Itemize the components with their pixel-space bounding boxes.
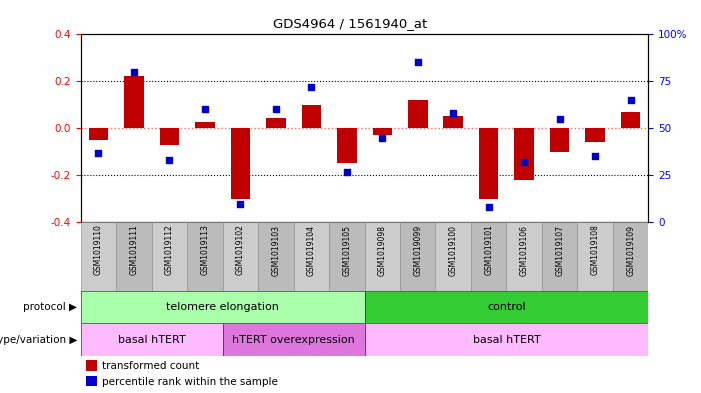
Bar bbox=[187, 222, 223, 291]
Bar bbox=[515, 128, 534, 180]
Text: telomere elongation: telomere elongation bbox=[166, 302, 279, 312]
Bar bbox=[542, 222, 578, 291]
Bar bbox=[585, 128, 605, 142]
Text: GSM1019113: GSM1019113 bbox=[200, 224, 210, 275]
Bar bbox=[151, 222, 187, 291]
Bar bbox=[444, 116, 463, 128]
Text: GSM1019110: GSM1019110 bbox=[94, 224, 103, 275]
Bar bbox=[337, 128, 357, 163]
Point bbox=[590, 153, 601, 160]
Bar bbox=[294, 222, 329, 291]
Bar bbox=[81, 291, 365, 323]
Bar bbox=[195, 122, 215, 128]
Text: GSM1019111: GSM1019111 bbox=[130, 224, 138, 275]
Point bbox=[306, 83, 317, 90]
Bar bbox=[124, 76, 144, 128]
Bar bbox=[266, 118, 285, 128]
Text: percentile rank within the sample: percentile rank within the sample bbox=[102, 377, 278, 387]
Text: GSM1019106: GSM1019106 bbox=[519, 224, 529, 275]
Text: GSM1019107: GSM1019107 bbox=[555, 224, 564, 275]
Text: GSM1019101: GSM1019101 bbox=[484, 224, 494, 275]
Bar bbox=[506, 222, 542, 291]
Bar bbox=[435, 222, 471, 291]
Bar bbox=[81, 222, 116, 291]
Text: GSM1019103: GSM1019103 bbox=[271, 224, 280, 275]
Text: GSM1019105: GSM1019105 bbox=[342, 224, 351, 275]
Bar bbox=[578, 222, 613, 291]
Point bbox=[519, 159, 530, 165]
Point bbox=[483, 204, 494, 211]
Bar bbox=[223, 323, 365, 356]
Text: hTERT overexpression: hTERT overexpression bbox=[232, 334, 355, 345]
Text: GDS4964 / 1561940_at: GDS4964 / 1561940_at bbox=[273, 17, 428, 30]
Bar bbox=[550, 128, 569, 152]
Bar bbox=[258, 222, 294, 291]
Bar bbox=[365, 323, 648, 356]
Bar bbox=[223, 222, 258, 291]
Point bbox=[164, 157, 175, 163]
Point bbox=[235, 200, 246, 207]
Bar bbox=[301, 105, 321, 128]
Bar bbox=[88, 128, 108, 140]
Point bbox=[554, 116, 565, 122]
Point bbox=[93, 149, 104, 156]
Text: GSM1019102: GSM1019102 bbox=[236, 224, 245, 275]
Text: GSM1019112: GSM1019112 bbox=[165, 224, 174, 275]
Bar bbox=[621, 112, 641, 128]
Bar bbox=[329, 222, 365, 291]
Text: GSM1019098: GSM1019098 bbox=[378, 224, 387, 275]
Bar bbox=[613, 222, 648, 291]
Text: basal hTERT: basal hTERT bbox=[118, 334, 186, 345]
Point bbox=[376, 134, 388, 141]
Text: control: control bbox=[487, 302, 526, 312]
Bar bbox=[408, 100, 428, 128]
Text: GSM1019108: GSM1019108 bbox=[591, 224, 599, 275]
Text: GSM1019109: GSM1019109 bbox=[626, 224, 635, 275]
Bar bbox=[479, 128, 498, 199]
Point bbox=[270, 106, 281, 112]
Point bbox=[412, 59, 423, 65]
Text: GSM1019100: GSM1019100 bbox=[449, 224, 458, 275]
Bar bbox=[86, 376, 97, 386]
Bar bbox=[116, 222, 151, 291]
Bar bbox=[160, 128, 179, 145]
Bar bbox=[365, 291, 648, 323]
Bar bbox=[81, 323, 223, 356]
Text: GSM1019104: GSM1019104 bbox=[307, 224, 315, 275]
Bar bbox=[86, 360, 97, 371]
Text: protocol ▶: protocol ▶ bbox=[23, 302, 77, 312]
Bar bbox=[372, 128, 392, 135]
Text: transformed count: transformed count bbox=[102, 361, 200, 371]
Bar bbox=[365, 222, 400, 291]
Point bbox=[128, 68, 139, 75]
Bar bbox=[231, 128, 250, 199]
Text: genotype/variation ▶: genotype/variation ▶ bbox=[0, 334, 77, 345]
Point bbox=[199, 106, 210, 112]
Bar bbox=[471, 222, 507, 291]
Bar bbox=[400, 222, 435, 291]
Point bbox=[341, 168, 353, 174]
Point bbox=[625, 97, 637, 103]
Text: basal hTERT: basal hTERT bbox=[472, 334, 540, 345]
Text: GSM1019099: GSM1019099 bbox=[414, 224, 422, 275]
Point bbox=[448, 110, 459, 116]
